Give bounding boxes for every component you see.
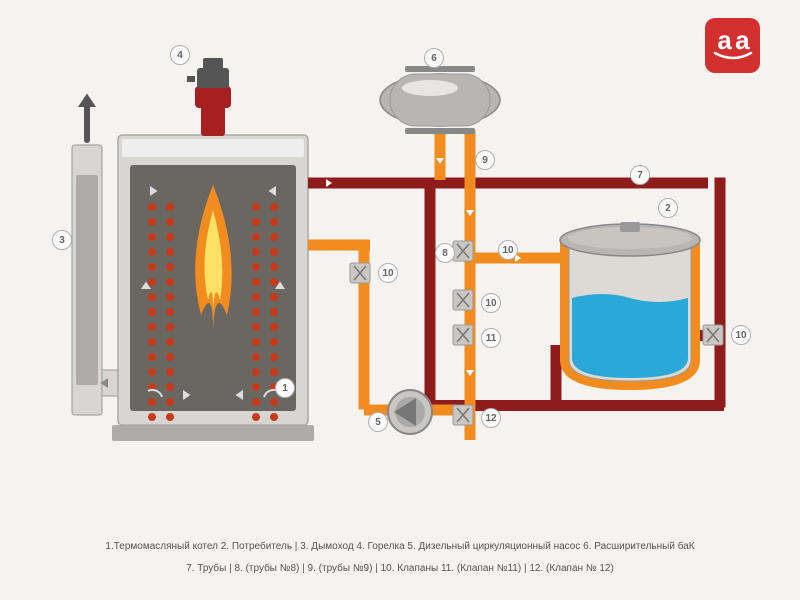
diagram-canvas — [0, 0, 800, 520]
marker-2: 2 — [658, 198, 678, 218]
marker-10: 10 — [378, 263, 398, 283]
marker-5: 5 — [368, 412, 388, 432]
marker-1: 1 — [275, 378, 295, 398]
marker-12: 12 — [481, 408, 501, 428]
legend: 1.Термомасляный котел 2. Потребитель | 3… — [0, 536, 800, 580]
marker-8: 8 — [435, 243, 455, 263]
marker-10: 10 — [498, 240, 518, 260]
marker-3: 3 — [52, 230, 72, 250]
marker-9: 9 — [475, 150, 495, 170]
legend-line-2: 7. Трубы | 8. (трубы №8) | 9. (трубы №9)… — [20, 558, 780, 580]
marker-11: 11 — [481, 328, 501, 348]
brand-logo: a a — [705, 18, 760, 73]
marker-7: 7 — [630, 165, 650, 185]
marker-4: 4 — [170, 45, 190, 65]
marker-6: 6 — [424, 48, 444, 68]
legend-line-1: 1.Термомасляный котел 2. Потребитель | 3… — [20, 536, 780, 558]
marker-10: 10 — [481, 293, 501, 313]
logo-text: a a — [717, 30, 747, 51]
marker-10: 10 — [731, 325, 751, 345]
